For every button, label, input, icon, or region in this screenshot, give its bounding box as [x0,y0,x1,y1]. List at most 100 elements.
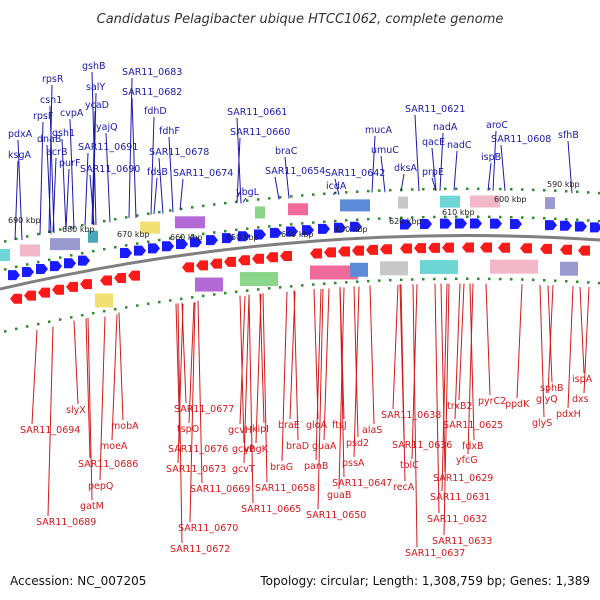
reverse-gene-arrow [52,284,64,295]
ring-dot [422,215,425,219]
leader-line [242,197,247,203]
gene-label-bottom: glyS [532,418,552,429]
leader-line [262,293,268,483]
ring-dot [543,189,546,192]
leader-line [47,326,54,517]
ring-dot [103,219,106,223]
ring-dot [147,302,150,306]
reverse-gene-arrow [462,242,474,253]
reverse-gene-arrows [10,242,590,304]
gene-label-bottom: guaB [327,490,351,501]
reverse-gene-arrow [128,270,140,281]
ring-dot [180,235,183,239]
forward-gene-arrow [238,231,250,242]
leader-line [73,320,79,405]
forward-gene-arrow [286,226,298,237]
reverse-gene-arrow [428,242,440,253]
leader-line [281,291,288,462]
kbp-tick-label: 620 kbp [389,217,422,226]
reverse-gene-arrow [400,243,412,254]
ring-dot [92,311,95,315]
leader-line [99,316,106,481]
leader-line [239,295,245,444]
gene-label-top: SAR11_0660 [230,127,290,138]
forward-gene-arrow [440,218,452,229]
gene-label-bottom: braD [286,441,309,452]
ring-dot [70,316,73,319]
feature-block [340,199,370,212]
gene-label-bottom: yfcG [456,455,478,466]
leader-line [248,294,254,504]
gene-label-top: ksgA [8,150,31,161]
ring-dot [499,277,502,281]
feature-block [420,260,458,275]
ring-dot [37,322,40,326]
leader-line [487,162,492,191]
reverse-gene-arrow [100,275,112,286]
gene-label-top: ycaD [85,100,109,111]
kbp-tick-label: 660 kbp [170,233,203,242]
ring-dot [147,240,150,244]
kbp-tick-label: 590 kbp [547,180,580,189]
gene-label-top: SAR11_0654 [265,166,325,177]
leader-line [274,176,280,200]
leader-line [69,118,75,230]
gene-label-top: nadC [447,140,472,151]
leader-line [284,156,290,199]
ring-dot [103,309,106,313]
gene-label-top: rpsR [42,74,64,85]
leader-line [168,136,174,213]
ring-dot [235,200,238,204]
ring-dot [466,277,469,281]
ring-dot [433,277,436,281]
feature-block [288,203,308,216]
gene-label-top: SAR11_0621 [405,104,465,115]
gene-label-top: umuC [371,145,399,156]
reverse-gene-arrow [578,245,590,256]
ring-dot [323,192,326,196]
ring-dot [576,190,579,194]
ring-dot [268,197,271,200]
reverse-gene-arrow [324,247,336,258]
ring-dot [15,237,18,241]
ring-dot [103,247,106,251]
gene-label-bottom: SAR11_0625 [443,420,503,431]
gene-label-top: acrB [46,147,67,158]
ring-dot [92,249,95,253]
forward-gene-arrow [254,229,266,240]
ring-dot [136,242,139,245]
leader-line [61,138,67,231]
ring-dot [290,195,293,198]
ring-dot [235,228,238,232]
ring-dot [26,235,29,238]
reverse-gene-arrow [310,248,322,259]
reverse-gene-arrow [38,287,50,298]
ring-dot [378,189,381,192]
forward-gene-arrow [590,222,600,233]
reverse-gene-arrow [114,272,126,283]
accession-text: Accession: NC_007205 [10,574,146,588]
gene-label-top: SAR11_0690 [80,164,140,175]
ring-dot [246,289,249,292]
ring-dot [235,290,238,294]
ring-dot [81,313,84,317]
forward-gene-arrow [334,222,346,233]
leader-line [85,318,91,459]
leader-line [177,303,184,464]
ring-dot [268,225,271,228]
leader-line [439,132,444,191]
ring-dot [191,206,194,209]
gene-label-top: SAR11_0683 [122,67,182,78]
ring-dot [345,219,348,222]
gene-label-top: yajQ [96,122,118,133]
ring-dot [224,291,227,295]
feature-block [175,216,205,229]
reverse-gene-arrow [498,242,510,253]
feature-block [95,293,113,308]
ring-dot [598,281,600,285]
leader-line [412,284,418,548]
leader-line [431,177,437,191]
gene-label-bottom: SAR11_0686 [78,459,138,470]
forward-gene-arrow [400,219,412,230]
gene-label-bottom: recA [393,482,415,493]
